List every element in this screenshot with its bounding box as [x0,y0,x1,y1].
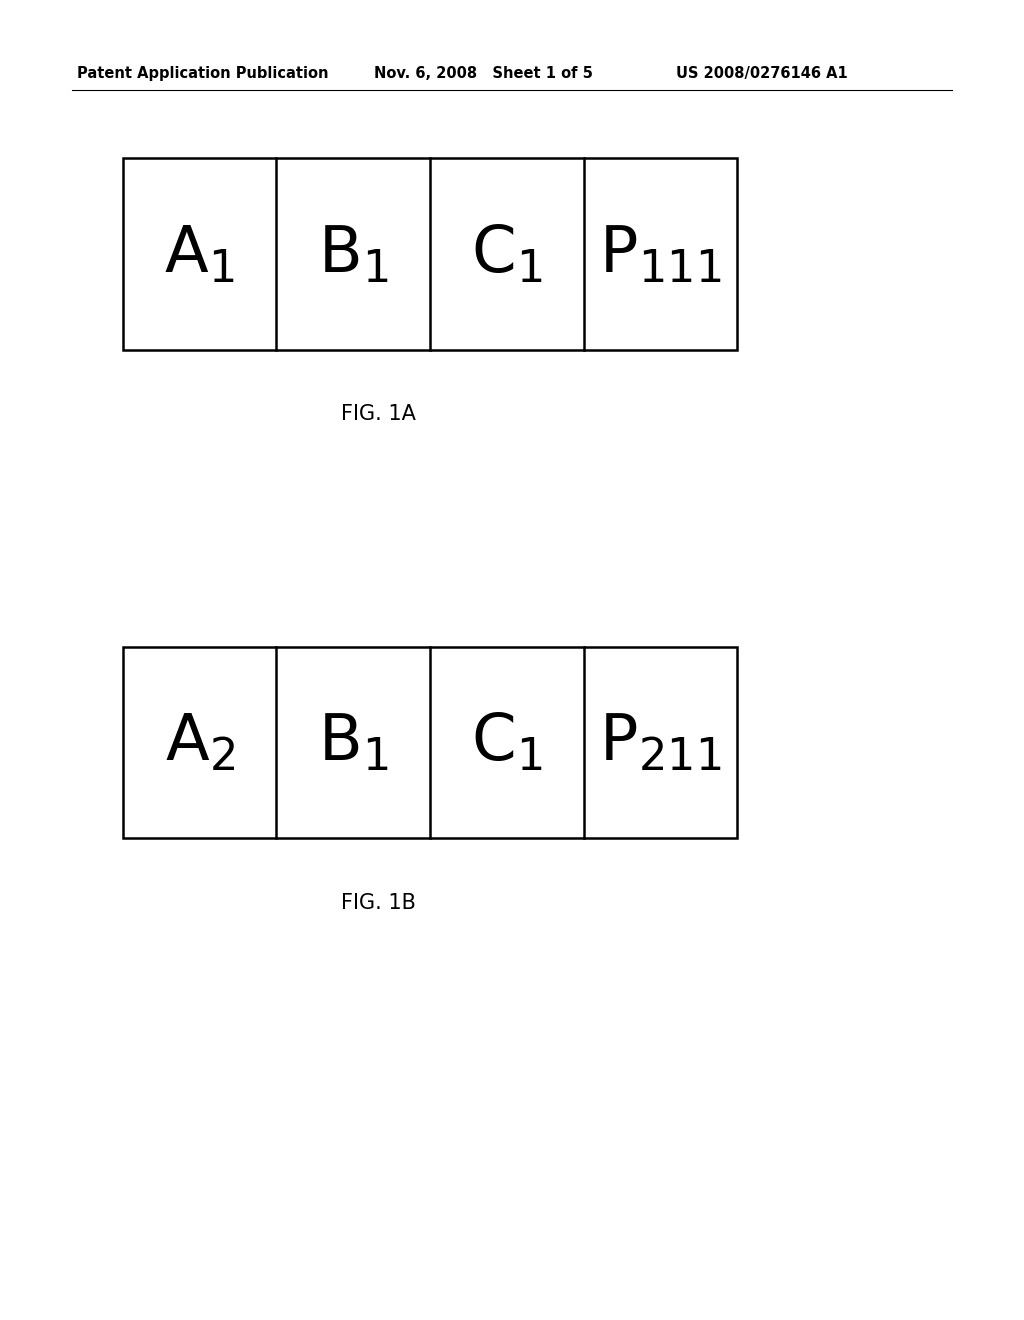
Text: FIG. 1B: FIG. 1B [341,892,417,913]
Text: $\mathregular{B_{1}}$: $\mathregular{B_{1}}$ [317,711,389,774]
Text: $\mathregular{P_{111}}$: $\mathregular{P_{111}}$ [599,223,722,285]
Text: $\mathregular{A_{2}}$: $\mathregular{A_{2}}$ [165,711,234,774]
Text: Patent Application Publication: Patent Application Publication [77,66,329,82]
Text: FIG. 1A: FIG. 1A [341,404,417,425]
Text: $\mathregular{A_{1}}$: $\mathregular{A_{1}}$ [165,223,234,285]
Text: $\mathregular{B_{1}}$: $\mathregular{B_{1}}$ [317,223,389,285]
Bar [123,158,737,350]
Text: US 2008/0276146 A1: US 2008/0276146 A1 [676,66,848,82]
Text: $\mathregular{C_{1}}$: $\mathregular{C_{1}}$ [471,223,543,285]
Text: $\mathregular{P_{211}}$: $\mathregular{P_{211}}$ [599,711,722,774]
Text: Nov. 6, 2008   Sheet 1 of 5: Nov. 6, 2008 Sheet 1 of 5 [374,66,593,82]
Text: $\mathregular{C_{1}}$: $\mathregular{C_{1}}$ [471,711,543,774]
Bar [123,647,737,838]
